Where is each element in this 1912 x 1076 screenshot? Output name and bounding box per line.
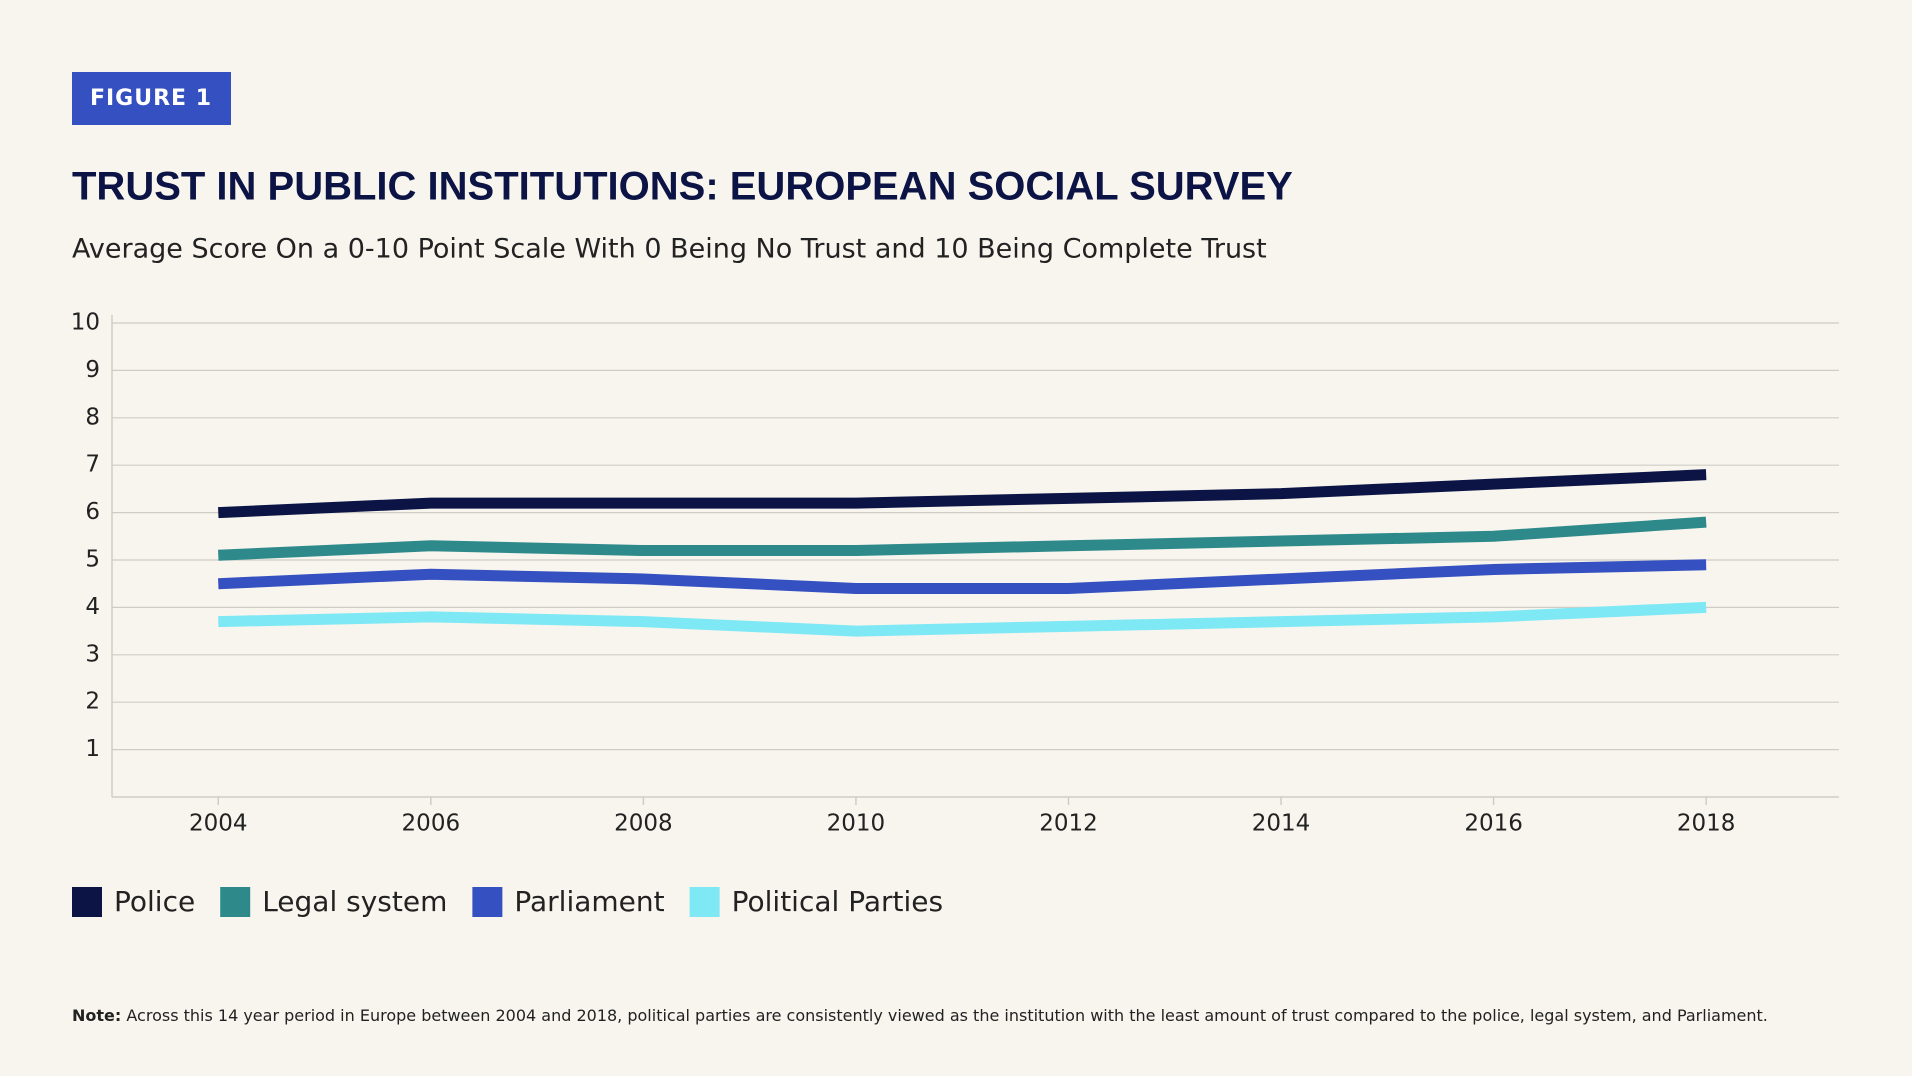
legend-label: Police (114, 885, 195, 918)
x-tick-label: 2006 (402, 811, 461, 837)
y-tick-label: 10 (71, 310, 100, 336)
figure-badge (72, 72, 231, 125)
x-tick-label: 2016 (1464, 811, 1523, 837)
legend-label: Parliament (514, 885, 664, 918)
y-tick-label: 7 (85, 452, 100, 478)
y-tick-label: 2 (85, 689, 100, 715)
legend-label: Political Parties (732, 885, 943, 918)
x-tick-label: 2008 (614, 811, 673, 837)
line-series (218, 559, 1707, 594)
line-series (218, 601, 1707, 637)
legend-swatch (689, 887, 720, 917)
legend-swatch (72, 887, 102, 917)
legend-label: Legal system (262, 885, 447, 918)
figure-label: FIGURE 1 (90, 86, 212, 111)
x-tick-label: 2012 (1039, 811, 1098, 837)
y-tick-label: 8 (85, 404, 100, 430)
note-label: Note: (72, 1006, 121, 1025)
chart-subtitle: Average Score On a 0-10 Point Scale With… (72, 234, 1267, 265)
y-tick-label: 9 (85, 357, 100, 383)
y-tick-label: 6 (85, 499, 100, 525)
chart-title: TRUST IN PUBLIC INSTITUTIONS: EUROPEAN S… (72, 165, 1293, 209)
x-tick-label: 2014 (1252, 811, 1311, 837)
line-series (218, 469, 1707, 519)
x-tick-label: 2018 (1677, 811, 1736, 837)
x-tick-label: 2010 (827, 811, 886, 837)
legend-swatch (220, 887, 251, 917)
y-tick-label: 1 (85, 736, 100, 762)
note-text: Across this 14 year period in Europe bet… (126, 1006, 1768, 1025)
note: Note: Across this 14 year period in Euro… (72, 1006, 1768, 1025)
y-tick-label: 3 (85, 641, 100, 667)
line-series (218, 516, 1707, 561)
x-tick-label: 2004 (189, 811, 248, 837)
y-tick-label: 4 (85, 594, 100, 620)
legend-swatch (472, 887, 503, 917)
y-tick-label: 5 (85, 547, 100, 573)
